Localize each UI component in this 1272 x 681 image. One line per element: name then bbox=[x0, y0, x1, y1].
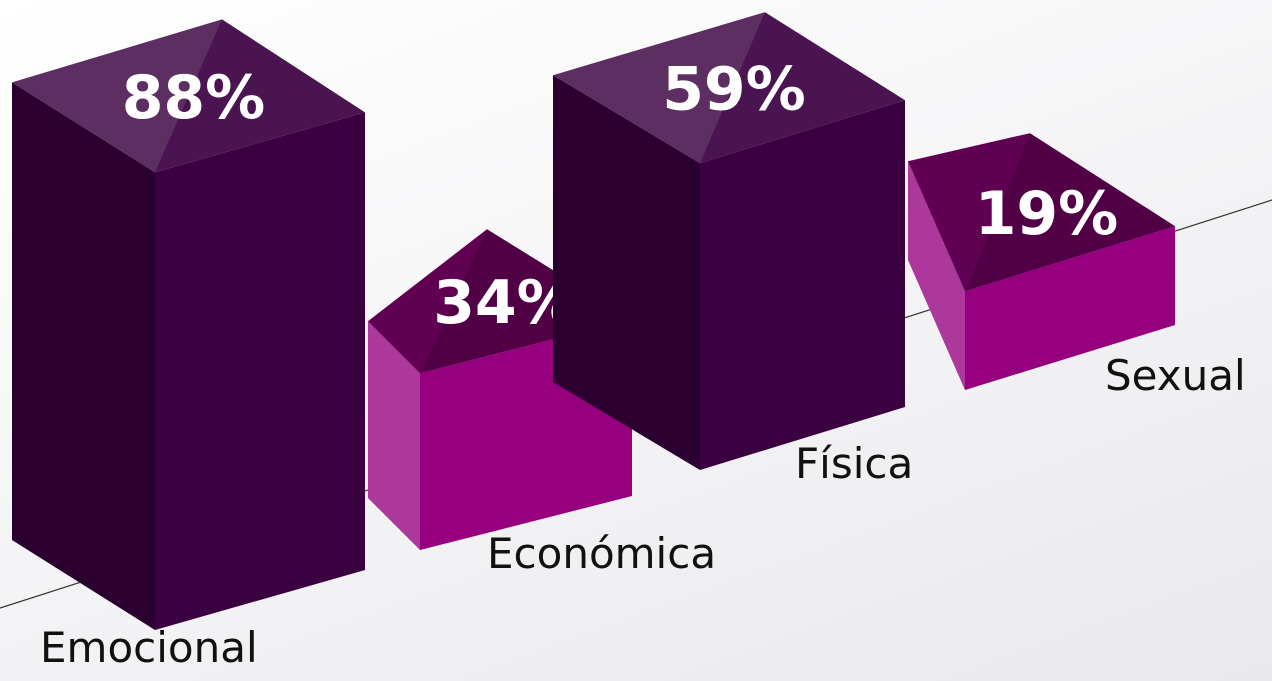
bar-side bbox=[368, 321, 420, 550]
bar-top-shade-right bbox=[700, 12, 905, 164]
bars: 88% Emocional 34% Económica 59% Física 19% Sexu… bbox=[12, 12, 1246, 672]
bar bbox=[700, 100, 905, 470]
bar-top bbox=[12, 19, 365, 173]
bar-side-shade bbox=[12, 82, 155, 630]
category-label: Sexual bbox=[1105, 351, 1246, 400]
value-label: 34% bbox=[433, 268, 577, 338]
bar-side bbox=[553, 75, 700, 470]
bar bbox=[965, 226, 1175, 390]
bar bbox=[155, 112, 365, 630]
bar-top-shade-right bbox=[420, 229, 632, 374]
bar-top-shade-left bbox=[368, 229, 487, 374]
bar-top-shade-right bbox=[965, 133, 1175, 292]
bar-top-shade-right bbox=[155, 19, 365, 173]
bar-top-shade-left bbox=[553, 12, 765, 164]
bar-top bbox=[553, 12, 905, 164]
bar-side-shade bbox=[553, 75, 700, 470]
bar-top-shade-left bbox=[908, 133, 1030, 292]
value-label: 19% bbox=[975, 179, 1119, 249]
bar-side bbox=[12, 82, 155, 630]
bar-top-shade-left bbox=[12, 19, 222, 173]
bar-top bbox=[908, 133, 1175, 292]
bar-side-shade bbox=[368, 321, 420, 550]
category-label: Física bbox=[795, 439, 913, 488]
value-label: 59% bbox=[662, 55, 806, 125]
value-label: 88% bbox=[122, 63, 266, 133]
category-label: Emocional bbox=[40, 623, 258, 672]
bar-side-shade bbox=[908, 161, 965, 390]
category-label: Económica bbox=[487, 529, 716, 578]
bar-top bbox=[368, 229, 632, 374]
bar-side bbox=[908, 161, 965, 390]
